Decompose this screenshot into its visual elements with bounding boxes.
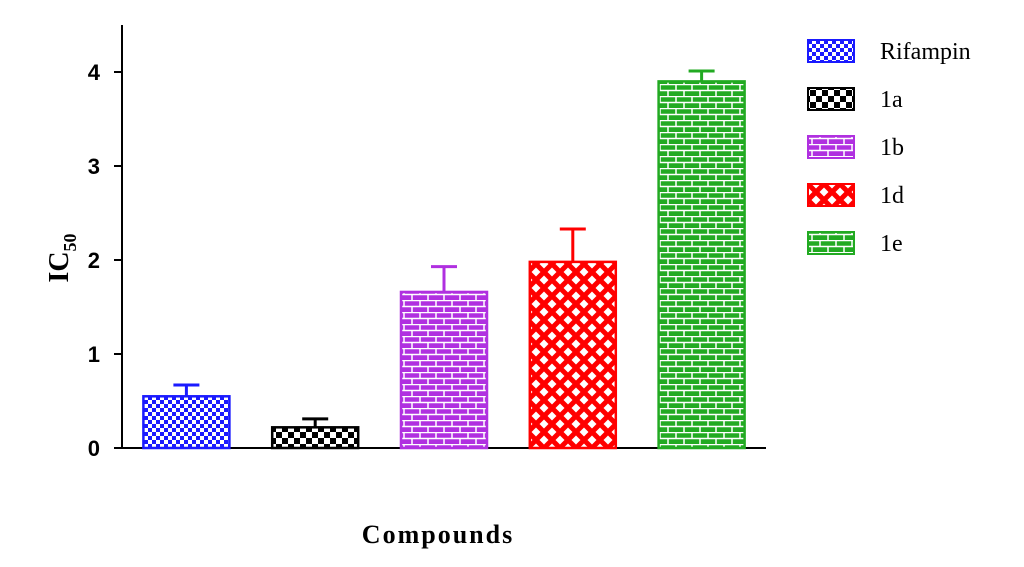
y-tick-label: 2	[88, 248, 100, 273]
y-tick-label: 4	[88, 60, 101, 85]
legend-label: 1d	[880, 183, 904, 209]
bar-1e	[657, 80, 746, 450]
bar-1a	[270, 426, 360, 450]
bar-rifampin	[142, 395, 231, 450]
y-tick-label: 0	[88, 436, 100, 461]
legend-label: 1e	[880, 231, 903, 257]
legend-label: 1b	[880, 135, 904, 161]
legend-swatch	[807, 231, 855, 255]
bar-1b	[399, 290, 489, 450]
bar-1d	[528, 260, 618, 450]
y-axis-label: IC50	[44, 233, 80, 282]
legend-label: 1a	[880, 87, 903, 113]
legend-swatch	[807, 135, 855, 159]
legend-swatch	[807, 183, 855, 207]
y-axis-label-main: IC	[44, 251, 75, 282]
y-tick-label: 1	[88, 342, 100, 367]
y-axis-label-sub: 50	[60, 233, 80, 251]
y-tick-label: 3	[88, 154, 100, 179]
legend-swatch	[807, 87, 855, 111]
legend-swatch	[807, 39, 855, 63]
bars-group	[142, 69, 746, 450]
legend-label: Rifampin	[880, 39, 971, 65]
x-axis-label: Compounds	[362, 520, 514, 549]
legend: Rifampin 1a 1b 1d 1e	[807, 39, 971, 257]
